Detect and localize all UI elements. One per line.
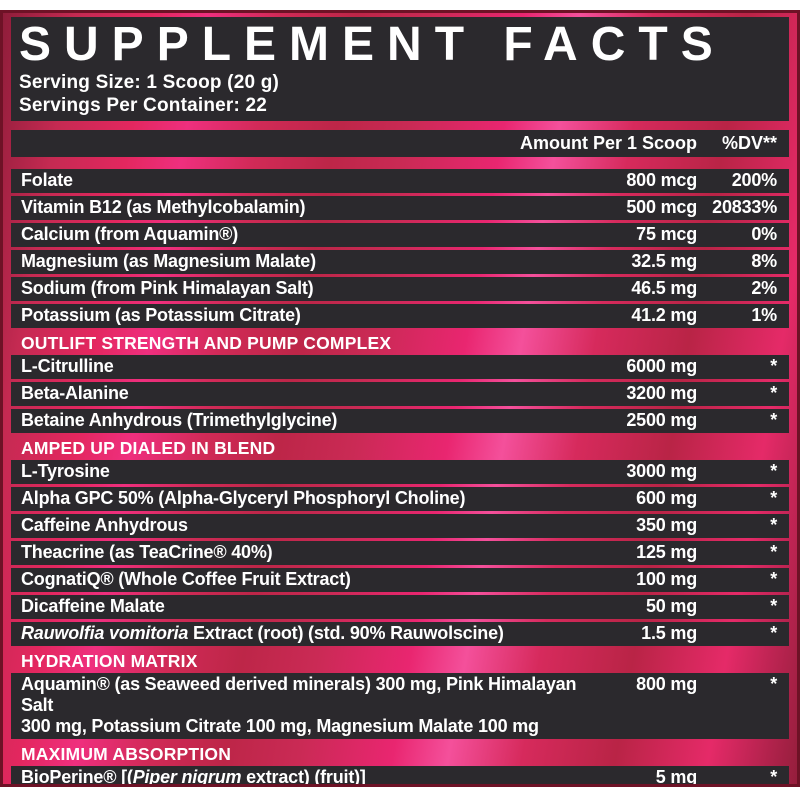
ingredient-amount: 3200 mg (626, 383, 697, 403)
ingredient-name-italic: Rauwolfia vomitoria (21, 623, 189, 643)
ingredient-name-text: extract) (fruit)] (241, 767, 366, 787)
ingredient-row: Aquamin® (as Seaweed derived minerals) 3… (11, 673, 789, 739)
ingredient-amount: 6000 mg (626, 356, 697, 376)
ingredient-dv: * (770, 356, 777, 376)
ingredient-name: Magnesium (as Magnesium Malate) (21, 251, 316, 271)
ingredient-sections: Folate 800 mcg 200% Vitamin B12 (as Methylc… (3, 169, 797, 787)
ingredient-name-text: BioPerine® [( (21, 767, 133, 787)
ingredient-name: Theacrine (as TeaCrine® 40%) (21, 542, 273, 562)
ingredient-row: Sodium (from Pink Himalayan Salt) 46.5 mg… (11, 277, 789, 301)
ingredient-row: Theacrine (as TeaCrine® 40%) 125 mg * (11, 541, 789, 565)
dv-column-header: %DV** (721, 133, 777, 153)
ingredient-dv: * (770, 383, 777, 403)
ingredient-name: Betaine Anhydrous (Trimethylglycine) (21, 410, 338, 430)
ingredient-amount: 2500 mg (626, 410, 697, 430)
ingredient-dv: 0% (751, 224, 777, 244)
ingredient-name-italic: Piper nigrum (132, 767, 242, 787)
ingredient-amount: 1.5 mg (641, 623, 697, 643)
label-header-panel: SUPPLEMENT FACTS Serving Size: 1 Scoop (… (11, 17, 789, 121)
ingredient-name: BioPerine® [(Piper nigrum extract) (frui… (11, 767, 577, 787)
section-header: HYDRATION MATRIX (21, 650, 198, 671)
section-header: MAXIMUM ABSORPTION (21, 743, 232, 764)
ingredient-amount: 3000 mg (626, 461, 697, 481)
ingredient-row: Dicaffeine Malate 50 mg * (11, 595, 789, 619)
ingredient-dv: 8% (751, 251, 777, 271)
ingredient-row: Beta-Alanine 3200 mg * (11, 382, 789, 406)
ingredient-dv: * (770, 488, 777, 508)
supplement-facts-title: SUPPLEMENT FACTS (19, 18, 726, 71)
ingredient-row: Rauwolfia vomitoria Extract (root) (std.… (11, 622, 789, 646)
ingredient-name: Alpha GPC 50% (Alpha-Glyceryl Phosphoryl… (21, 488, 466, 508)
ingredient-name: Vitamin B12 (as Methylcobalamin) (21, 197, 306, 217)
ingredient-name: Dicaffeine Malate (21, 596, 165, 616)
ingredient-amount: 50 mg (645, 596, 697, 616)
ingredient-row: BioPerine® [(Piper nigrum extract) (frui… (11, 766, 789, 787)
ingredient-row: Calcium (from Aquamin®) 75 mcg 0% (11, 223, 789, 247)
ingredient-amount: 125 mg (636, 542, 697, 562)
ingredient-row: Alpha GPC 50% (Alpha-Glyceryl Phosphoryl… (11, 487, 789, 511)
ingredient-name: CognatiQ® (Whole Coffee Fruit Extract) (21, 569, 351, 589)
section-header: AMPED UP DIALED IN BLEND (21, 437, 276, 458)
ingredient-row: L-Tyrosine 3000 mg * (11, 460, 789, 484)
ingredient-dv: 2% (751, 278, 777, 298)
ingredient-row: Magnesium (as Magnesium Malate) 32.5 mg 8% (11, 250, 789, 274)
ingredient-amount: 350 mg (636, 515, 697, 535)
ingredient-name: Aquamin® (as Seaweed derived minerals) 3… (11, 674, 577, 737)
ingredient-dv: * (770, 674, 777, 694)
ingredient-row: Potassium (as Potassium Citrate) 41.2 mg 1… (11, 304, 789, 328)
ingredient-dv: 20833% (712, 197, 777, 217)
ingredient-row: Vitamin B12 (as Methylcobalamin) 500 mcg 2… (11, 196, 789, 220)
ingredient-dv: * (770, 461, 777, 481)
ingredient-amount: 75 mcg (636, 224, 697, 244)
ingredient-dv: 1% (751, 305, 777, 325)
ingredient-name: Sodium (from Pink Himalayan Salt) (21, 278, 314, 298)
ingredient-dv: * (770, 410, 777, 430)
column-header-row: Amount Per 1 Scoop %DV** (11, 130, 789, 157)
amount-column-header: Amount Per 1 Scoop (519, 133, 697, 153)
ingredient-amount: 800 mcg (626, 170, 697, 190)
section-header: OUTLIFT STRENGTH AND PUMP COMPLEX (21, 332, 392, 353)
ingredient-name: Calcium (from Aquamin®) (21, 224, 239, 244)
ingredient-name: L-Tyrosine (21, 461, 110, 481)
ingredient-amount: 500 mcg (626, 197, 697, 217)
ingredient-amount: 600 mg (636, 488, 697, 508)
ingredient-dv: 200% (731, 170, 777, 190)
ingredient-name-text: Extract (root) (std. 90% Rauwolscine) (188, 623, 504, 643)
ingredient-name: Potassium (as Potassium Citrate) (21, 305, 301, 325)
ingredient-dv: * (770, 623, 777, 643)
ingredient-dv: * (770, 596, 777, 616)
ingredient-dv: * (770, 542, 777, 562)
ingredient-name: Beta-Alanine (21, 383, 129, 403)
ingredient-name: Rauwolfia vomitoria Extract (root) (std.… (11, 623, 577, 644)
ingredient-name-line: Aquamin® (as Seaweed derived minerals) 3… (21, 674, 577, 715)
ingredient-row: Betaine Anhydrous (Trimethylglycine) 2500… (11, 409, 789, 433)
divider-bar (3, 157, 797, 169)
ingredient-amount: 5 mg (655, 767, 697, 787)
ingredient-name-line: 300 mg, Potassium Citrate 100 mg, Magnes… (21, 716, 539, 736)
ingredient-amount: 32.5 mg (631, 251, 697, 271)
serving-size: Serving Size: 1 Scoop (20 g) (19, 72, 280, 93)
ingredient-dv: * (770, 515, 777, 535)
ingredient-amount: 46.5 mg (631, 278, 697, 298)
ingredient-name: L-Citrulline (21, 356, 114, 376)
ingredient-amount: 41.2 mg (631, 305, 697, 325)
ingredient-amount: 800 mg (636, 674, 697, 694)
ingredient-row: Caffeine Anhydrous 350 mg * (11, 514, 789, 538)
ingredient-dv: * (770, 767, 777, 787)
ingredient-row: Folate 800 mcg 200% (11, 169, 789, 193)
divider-bar (3, 121, 797, 130)
ingredient-dv: * (770, 569, 777, 589)
ingredient-name: Folate (21, 170, 73, 190)
supplement-facts-label: SUPPLEMENT FACTS Serving Size: 1 Scoop (… (0, 10, 800, 787)
ingredient-row: L-Citrulline 6000 mg * (11, 355, 789, 379)
servings-per-container: Servings Per Container: 22 (19, 95, 268, 116)
ingredient-name: Caffeine Anhydrous (21, 515, 188, 535)
ingredient-row: CognatiQ® (Whole Coffee Fruit Extract) 10… (11, 568, 789, 592)
ingredient-amount: 100 mg (636, 569, 697, 589)
